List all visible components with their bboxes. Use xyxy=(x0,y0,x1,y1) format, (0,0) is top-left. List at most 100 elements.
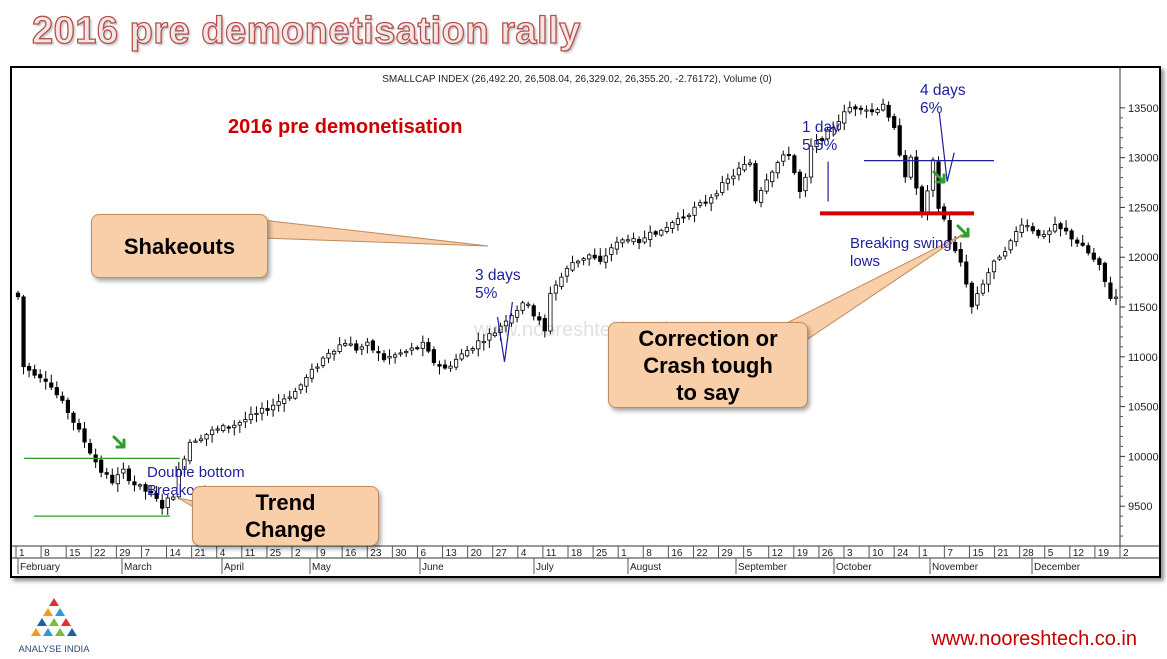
candle-body xyxy=(1002,251,1008,257)
x-day-label: 19 xyxy=(797,548,809,559)
candle-body xyxy=(215,428,220,431)
candle-body xyxy=(348,343,353,346)
candle-body xyxy=(531,305,536,317)
candle-body xyxy=(87,443,93,454)
x-month-label: March xyxy=(124,562,152,573)
x-month-label: December xyxy=(1034,562,1081,573)
x-day-label: 14 xyxy=(170,548,182,559)
candle-body xyxy=(270,404,276,411)
annotation-line: 3 days xyxy=(475,267,521,284)
x-day-label: 30 xyxy=(395,548,407,559)
candle-body xyxy=(614,241,620,250)
chart-header: SMALLCAP INDEX (26,492.20, 26,508.04, 26… xyxy=(382,74,772,85)
candle-body xyxy=(226,426,231,429)
candle-body xyxy=(204,434,209,440)
candle-body xyxy=(975,293,980,306)
candle-body xyxy=(470,348,475,351)
x-month-label: April xyxy=(224,562,244,573)
candle-body xyxy=(736,167,742,176)
candle-body xyxy=(697,202,703,206)
candle-body xyxy=(631,238,636,243)
x-day-label: 21 xyxy=(998,548,1010,559)
candle-body xyxy=(908,156,913,178)
candle-body xyxy=(570,262,575,271)
x-day-label: 23 xyxy=(370,548,382,559)
logo-triangle xyxy=(61,618,71,626)
candle-body xyxy=(182,458,187,470)
candle-body xyxy=(514,310,520,318)
candle-body xyxy=(770,171,775,183)
candle-body xyxy=(892,116,897,128)
callout-trend-change: Trend Change xyxy=(192,486,379,546)
x-day-label: 24 xyxy=(897,548,909,559)
x-day-label: 12 xyxy=(772,548,784,559)
x-day-label: 1 xyxy=(621,548,627,559)
candle-body xyxy=(775,162,780,174)
x-day-label: 12 xyxy=(1073,548,1085,559)
candle-body xyxy=(742,163,747,171)
candle-body xyxy=(991,260,997,273)
candle-body xyxy=(625,239,631,242)
candle-body xyxy=(248,413,254,421)
callout-trend-change-text: Trend Change xyxy=(245,490,326,542)
footer-url[interactable]: www.nooreshtech.co.in xyxy=(931,628,1137,650)
candle-body xyxy=(1030,226,1035,232)
y-tick-label: 12000 xyxy=(1128,252,1159,264)
candle-body xyxy=(503,320,509,327)
candle-body xyxy=(110,474,115,484)
annotation-line: 5.5% xyxy=(802,137,838,154)
callout-correction: Correction or Crash tough to say xyxy=(608,322,808,408)
candle-body xyxy=(453,358,459,368)
x-day-label: 15 xyxy=(972,548,984,559)
candle-body xyxy=(71,412,76,423)
candle-body xyxy=(886,104,891,118)
candle-body xyxy=(326,352,331,359)
candle-body xyxy=(104,472,109,475)
candle-body xyxy=(337,344,342,352)
candle-body xyxy=(343,343,348,346)
breakout-arrow-2 xyxy=(932,170,946,184)
candle-body xyxy=(609,247,614,255)
candle-body xyxy=(415,347,420,350)
candle-body xyxy=(1086,245,1091,254)
candle-body xyxy=(359,346,364,350)
candle-body xyxy=(259,407,265,414)
annotation-line: 4 days xyxy=(920,82,966,99)
candle-body xyxy=(781,154,786,162)
x-day-label: 6 xyxy=(420,548,426,559)
x-day-label: 18 xyxy=(571,548,583,559)
candle-body xyxy=(864,109,869,112)
candle-body xyxy=(293,391,298,399)
candle-body xyxy=(76,423,82,430)
candle-body xyxy=(564,268,570,277)
x-day-label: 25 xyxy=(270,548,282,559)
y-tick-label: 9500 xyxy=(1128,501,1152,513)
candle-body xyxy=(365,341,370,346)
x-day-label: 2 xyxy=(295,548,301,559)
candle-body xyxy=(670,222,675,229)
candle-body xyxy=(764,179,769,192)
candle-body xyxy=(476,340,481,350)
x-day-label: 20 xyxy=(471,548,483,559)
candle-body xyxy=(187,441,193,462)
x-month-label: November xyxy=(932,562,979,573)
annotation-line: lows xyxy=(850,253,880,270)
candle-body xyxy=(282,398,287,404)
logo-text: ANALYSE INDIA xyxy=(18,644,90,655)
chart-frame: 9500 10000 10500 11000 11500 12000 12500 13000 1… xyxy=(10,66,1161,578)
candle-body xyxy=(265,408,270,411)
candle-body xyxy=(548,293,553,332)
x-day-label: 11 xyxy=(245,548,256,559)
candle-body xyxy=(1063,227,1069,232)
candle-body xyxy=(858,107,864,110)
candle-body xyxy=(1047,230,1052,236)
candle-body xyxy=(758,190,764,203)
x-month-label: February xyxy=(20,562,60,573)
annotation-three-days: 3 days 5% xyxy=(475,267,521,302)
candle-body xyxy=(803,176,808,192)
candle-body xyxy=(714,193,719,197)
candle-body xyxy=(958,249,963,263)
x-day-label: 7 xyxy=(144,548,150,559)
x-day-label: 8 xyxy=(44,548,50,559)
candle-body xyxy=(542,318,547,332)
